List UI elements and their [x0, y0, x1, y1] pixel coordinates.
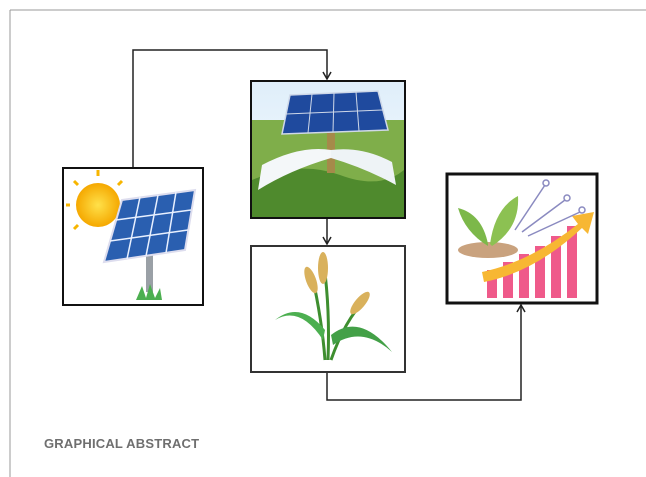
graphical-abstract: GRAPHICAL ABSTRACT: [0, 0, 646, 477]
growth-image: [447, 174, 597, 303]
caption: GRAPHICAL ABSTRACT: [44, 436, 199, 451]
crop-image: [251, 246, 405, 372]
page: GRAPHICAL ABSTRACT (() => { const data =…: [0, 0, 646, 477]
solar-pump-image: [251, 81, 405, 218]
solar-panel-image: [63, 168, 203, 305]
